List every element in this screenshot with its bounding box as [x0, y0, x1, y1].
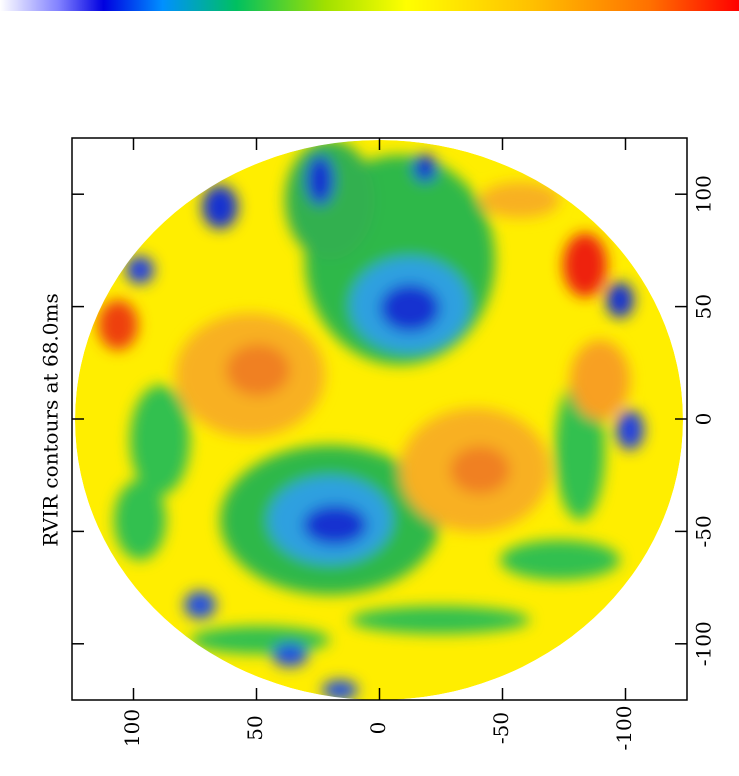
- x-tick-label: 100: [692, 175, 716, 213]
- x-tick-label: 0: [692, 413, 716, 426]
- y-tick-label: 100: [120, 709, 144, 747]
- y-tick-label: -100: [612, 706, 636, 751]
- y-tick-label: 50: [243, 715, 267, 740]
- x-tick-label: -100: [692, 621, 716, 666]
- contour-field: [75, 140, 683, 700]
- color-bar: [0, 0, 739, 11]
- chart-title: RVIR contours at 68.0ms: [39, 293, 63, 546]
- x-tick-label: -50: [692, 515, 716, 547]
- x-tick-label: 50: [692, 294, 716, 319]
- y-tick-label: -50: [489, 712, 513, 744]
- y-tick-label: 0: [366, 722, 390, 735]
- chart: RVIR contours at 68.0ms -100 -50 0 50 100 -10…: [0, 0, 739, 776]
